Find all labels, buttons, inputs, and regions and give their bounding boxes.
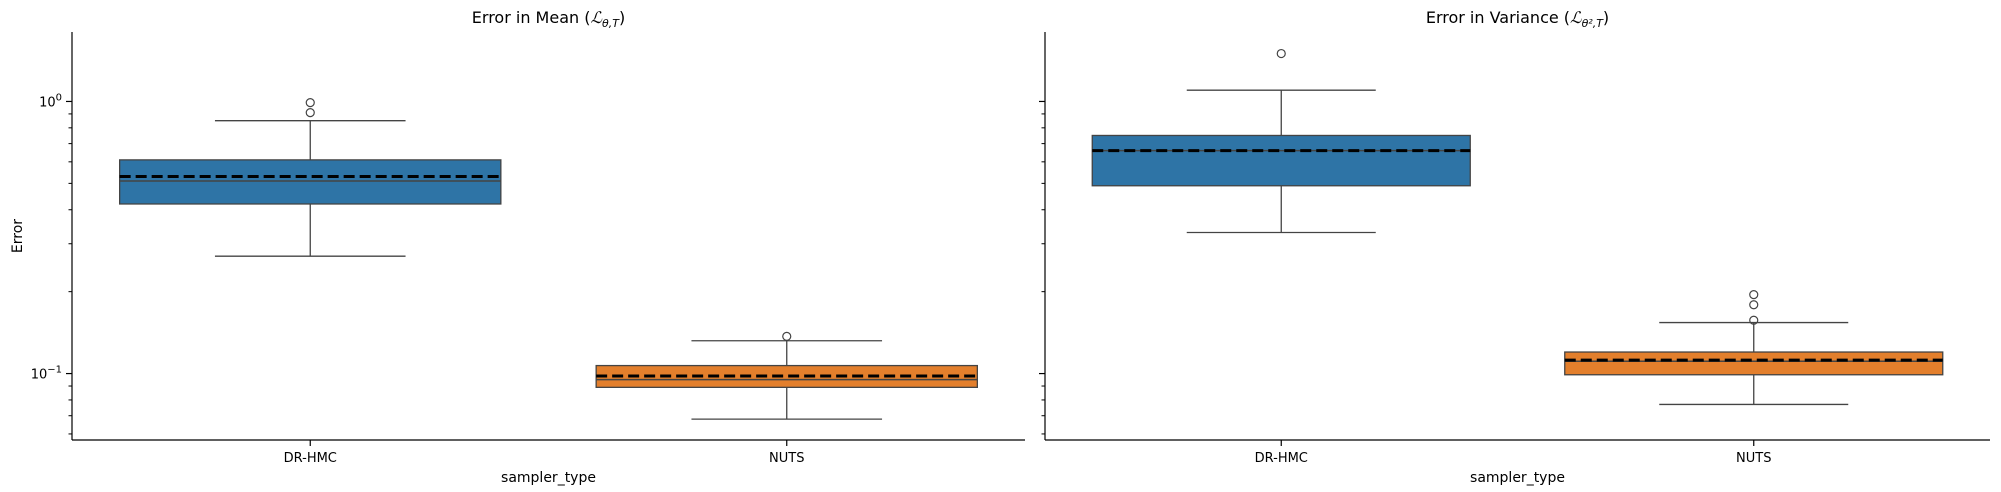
subplot-error-in-variance: Error in Variance (ℒθ²,T) DR-HMC NUTS sampl…	[1039, 8, 1990, 486]
title-math-symbol: ℒ	[1570, 8, 1582, 27]
title-math-subscript: θ,T	[602, 17, 620, 30]
y-tick-base: 10	[39, 95, 56, 110]
outlier-point	[305, 98, 315, 108]
x-axis-label: sampler_type	[1470, 470, 1565, 486]
outlier-point	[782, 331, 792, 341]
outlier-point	[1749, 315, 1759, 325]
title-close-paren: )	[619, 8, 625, 27]
chart-title: Error in Variance (ℒθ²,T)	[1426, 8, 1609, 30]
y-tick-label: 10−1	[31, 365, 62, 383]
y-tick-base: 10	[31, 368, 48, 383]
y-tick-exponent: −1	[47, 365, 62, 376]
outlier-point	[1749, 300, 1759, 310]
chart-title: Error in Mean (ℒθ,T)	[472, 8, 625, 30]
title-math-symbol: ℒ	[590, 8, 602, 27]
y-tick-label: 100	[39, 92, 62, 110]
box-nuts	[1564, 351, 1944, 376]
box-dr-hmc	[119, 159, 502, 205]
y-tick-exponent: 0	[56, 92, 62, 103]
outlier-point	[1276, 48, 1286, 59]
x-axis-label: sampler_type	[501, 470, 596, 486]
outlier-point	[1749, 290, 1759, 300]
title-text: Error in Variance (	[1426, 8, 1570, 27]
y-axis-label: Error	[10, 219, 26, 253]
outlier-point	[305, 108, 315, 118]
x-tick-label: NUTS	[769, 451, 804, 466]
title-math-subscript: θ²,T	[1582, 17, 1605, 30]
x-tick-label: NUTS	[1736, 451, 1771, 466]
x-tick-label: DR-HMC	[284, 451, 337, 466]
x-tick-label: DR-HMC	[1255, 451, 1308, 466]
title-close-paren: )	[1603, 8, 1609, 27]
box-dr-hmc	[1091, 134, 1471, 187]
title-text: Error in Mean (	[472, 8, 591, 27]
